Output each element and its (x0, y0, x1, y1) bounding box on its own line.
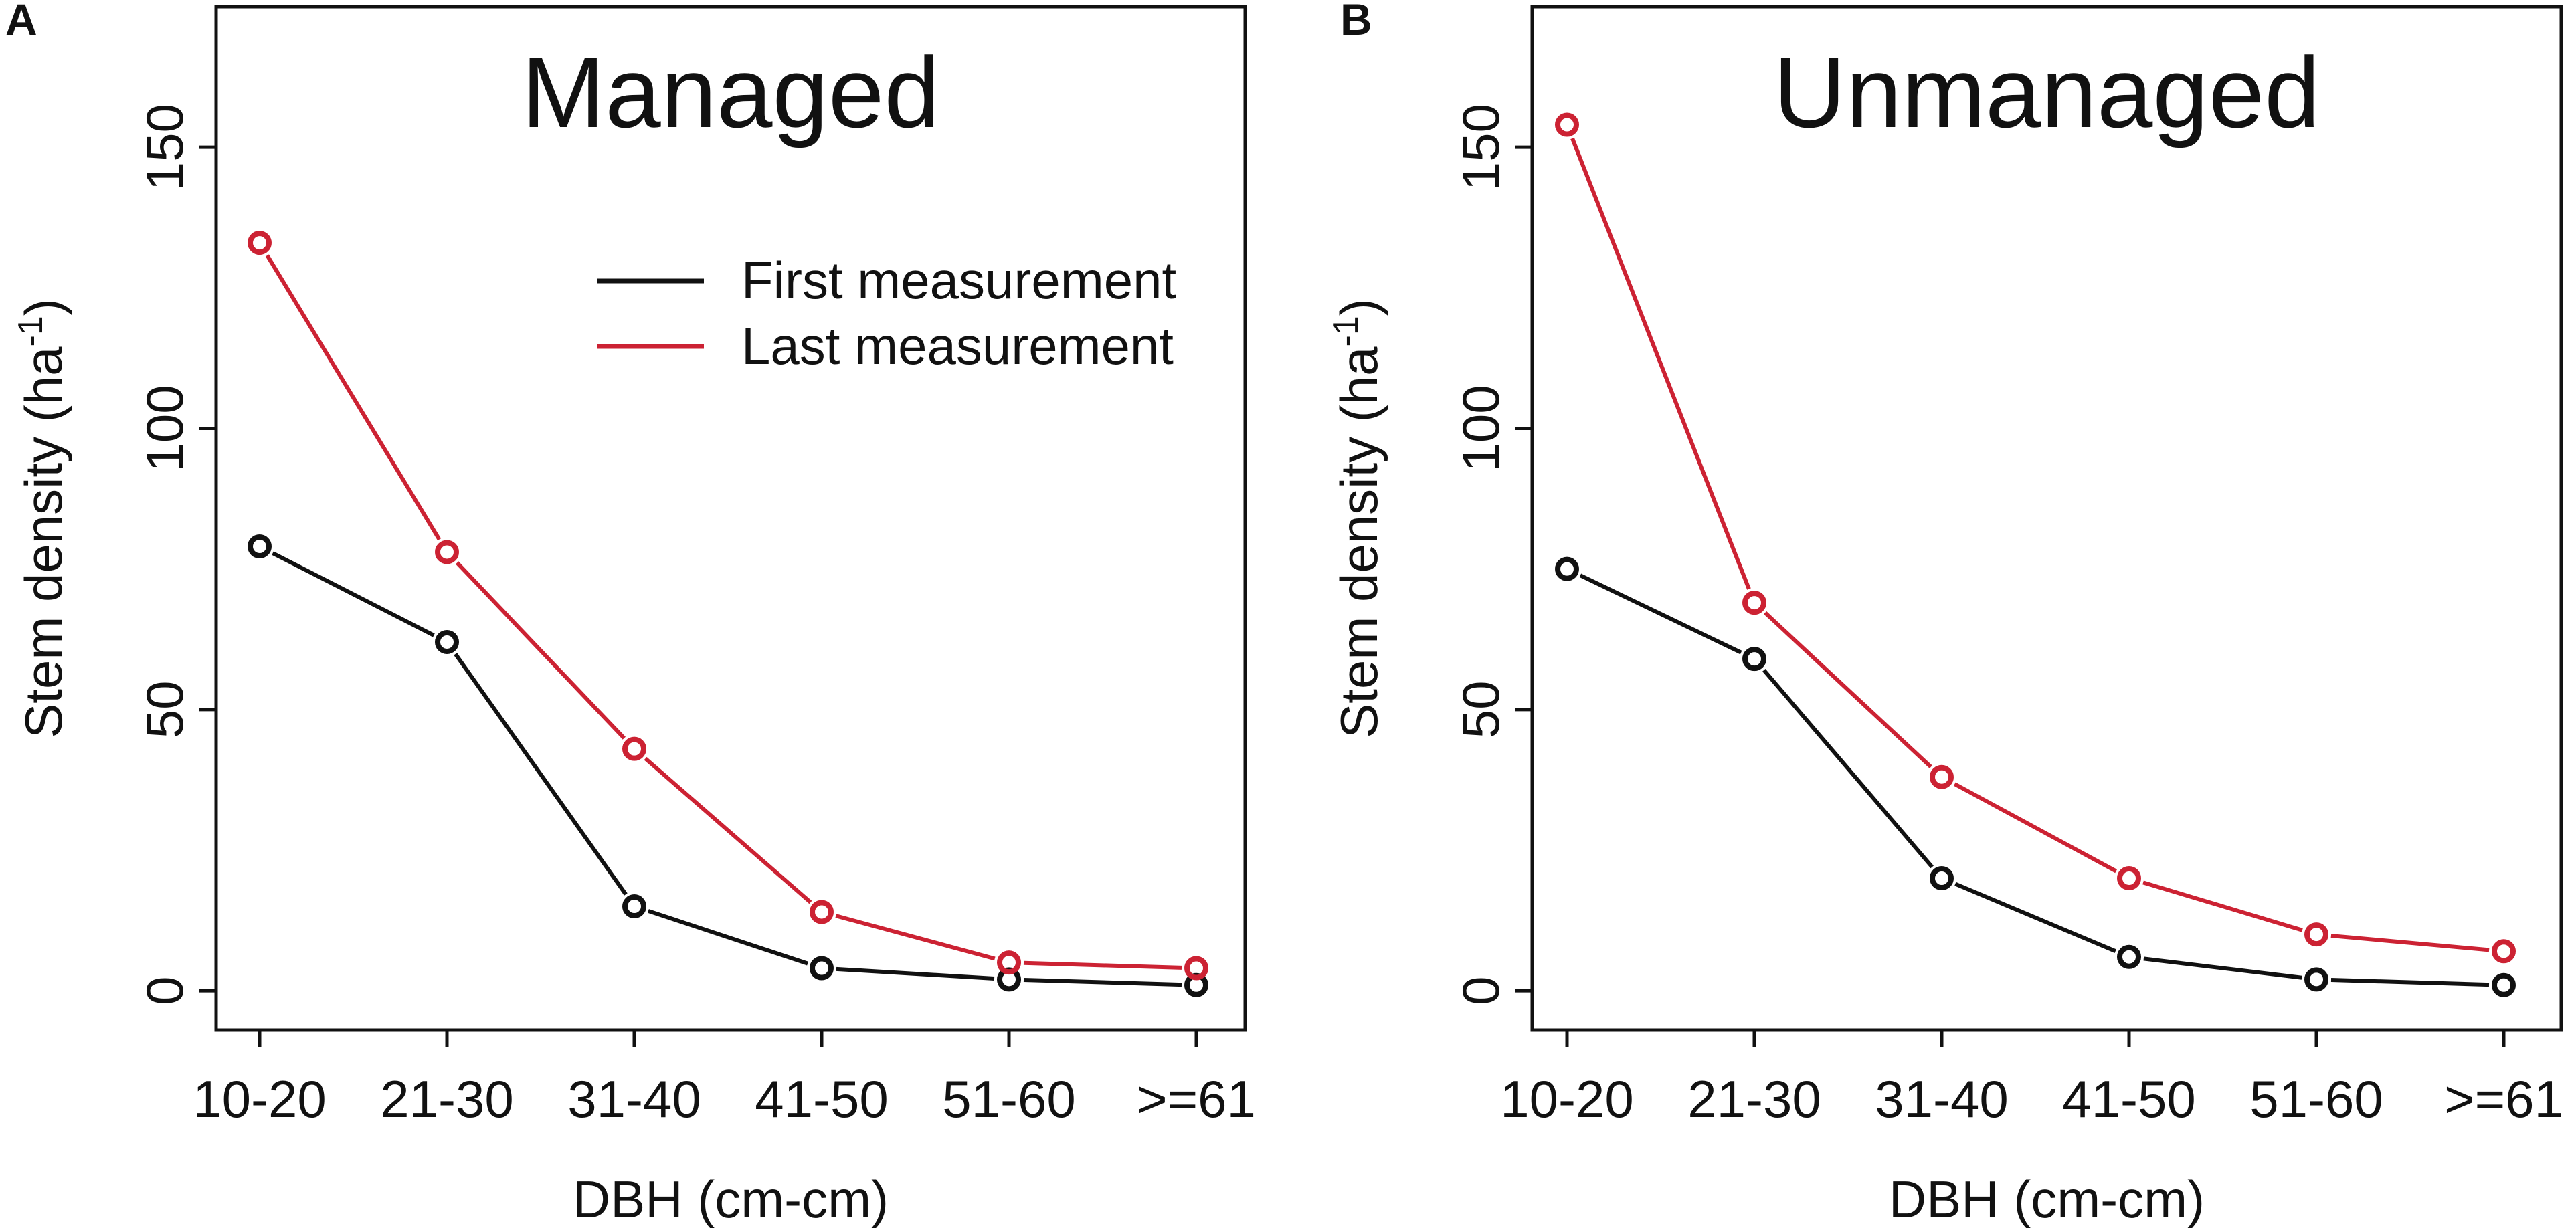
last-measurement-point (2117, 866, 2141, 891)
last-measurement-point (435, 540, 459, 564)
y-tick-label: 50 (1451, 680, 1510, 738)
x-tick-label: >=61 (2444, 1069, 2563, 1128)
last-measurement-point (810, 900, 834, 924)
series-lines-managed (248, 231, 1208, 997)
last-measurement-segment (265, 254, 442, 541)
y-axis-label-managed: Stem density (ha-1) (11, 298, 73, 738)
y-tick-label: 100 (1451, 385, 1510, 472)
x-tick-label: 10-20 (1500, 1069, 1634, 1128)
plot-frame-managed (214, 5, 1247, 1032)
panel-managed: A Managed DBH (cm-cm) Stem density (ha-1… (5, 0, 1256, 1229)
last-measurement-segment (1953, 782, 2118, 874)
x-tick-label: 31-40 (1875, 1069, 2009, 1128)
first-measurement-segment (2143, 956, 2302, 980)
first-measurement-point (1555, 556, 1579, 581)
last-measurement-segment (1023, 960, 1182, 970)
first-measurement-point (622, 894, 646, 919)
x-tick-label: 21-30 (1687, 1069, 1821, 1128)
y-tick-label: 0 (135, 976, 194, 1005)
first-measurement-segment (1023, 978, 1182, 987)
legend-label-last-measurement: Last measurement (741, 316, 1174, 375)
axis-ticks-unmanaged: 0 50 100 150 10-20 21-30 31-40 41-50 51-60 >=61 (1451, 104, 2563, 1128)
x-tick-label: 41-50 (755, 1069, 889, 1128)
first-measurement-point (810, 956, 834, 981)
first-measurement-point (248, 534, 272, 559)
y-tick-label: 150 (135, 104, 194, 191)
legend-label-first-measurement: First measurement (741, 251, 1176, 310)
panel-letter-a: A (5, 0, 37, 44)
first-measurement-segment (454, 653, 628, 896)
last-measurement-segment (1570, 137, 1751, 590)
y-axis-label-unmanaged: Stem density (ha-1) (1327, 298, 1388, 738)
x-tick-label: 51-60 (2249, 1069, 2383, 1128)
x-axis-label-unmanaged: DBH (cm-cm) (1889, 1170, 2205, 1229)
chart-title-managed: Managed (521, 36, 940, 148)
first-measurement-segment (2330, 978, 2490, 987)
first-measurement-segment (836, 966, 995, 981)
series-lines-unmanaged (1555, 112, 2516, 997)
chart-title-unmanaged: Unmanaged (1773, 36, 2320, 148)
last-measurement-point (248, 231, 272, 255)
last-measurement-segment (455, 561, 626, 740)
x-tick-label: 21-30 (380, 1069, 514, 1128)
last-measurement-segment (835, 914, 996, 961)
first-measurement-segment (1954, 882, 2116, 953)
last-measurement-segment (2330, 934, 2490, 952)
last-measurement-point (1184, 956, 1208, 981)
last-measurement-point (1930, 764, 1954, 789)
first-measurement-segment (647, 909, 809, 966)
y-tick-label: 100 (135, 385, 194, 472)
last-measurement-segment (1764, 611, 1932, 768)
last-measurement-point (1742, 591, 1766, 615)
first-measurement-segment (1579, 573, 1742, 655)
last-measurement-point (2304, 922, 2328, 947)
x-tick-label: >=61 (1137, 1069, 1256, 1128)
y-tick-label: 150 (1451, 104, 1510, 191)
x-tick-label: 31-40 (567, 1069, 701, 1128)
y-tick-label: 0 (1451, 976, 1510, 1005)
first-measurement-segment (1762, 668, 1934, 869)
first-measurement-segment (272, 551, 435, 637)
y-tick-label: 50 (135, 680, 194, 738)
panel-letter-b: B (1340, 0, 1372, 44)
first-measurement-point (2492, 972, 2516, 997)
first-measurement-point (1930, 866, 1954, 891)
x-tick-label: 41-50 (2062, 1069, 2196, 1128)
x-tick-label: 51-60 (942, 1069, 1076, 1128)
last-measurement-point (1555, 112, 1579, 137)
first-measurement-point (2304, 967, 2328, 992)
last-measurement-point (997, 950, 1021, 975)
last-measurement-point (2492, 939, 2516, 964)
first-measurement-point (435, 629, 459, 654)
last-measurement-point (622, 736, 646, 761)
first-measurement-point (1742, 647, 1766, 672)
legend-managed: First measurement Last measurement (597, 251, 1176, 375)
last-measurement-segment (2142, 880, 2303, 932)
axis-ticks-managed: 0 50 100 150 10-20 21-30 31-40 41-50 51-60 >=61 (135, 104, 1256, 1128)
plot-frame-unmanaged (1530, 5, 2563, 1032)
x-axis-label-managed: DBH (cm-cm) (573, 1170, 889, 1229)
panel-unmanaged: B Unmanaged DBH (cm-cm) Stem density (ha… (1327, 0, 2563, 1229)
last-measurement-segment (644, 756, 812, 904)
first-measurement-point (2117, 944, 2141, 969)
x-tick-label: 10-20 (193, 1069, 327, 1128)
